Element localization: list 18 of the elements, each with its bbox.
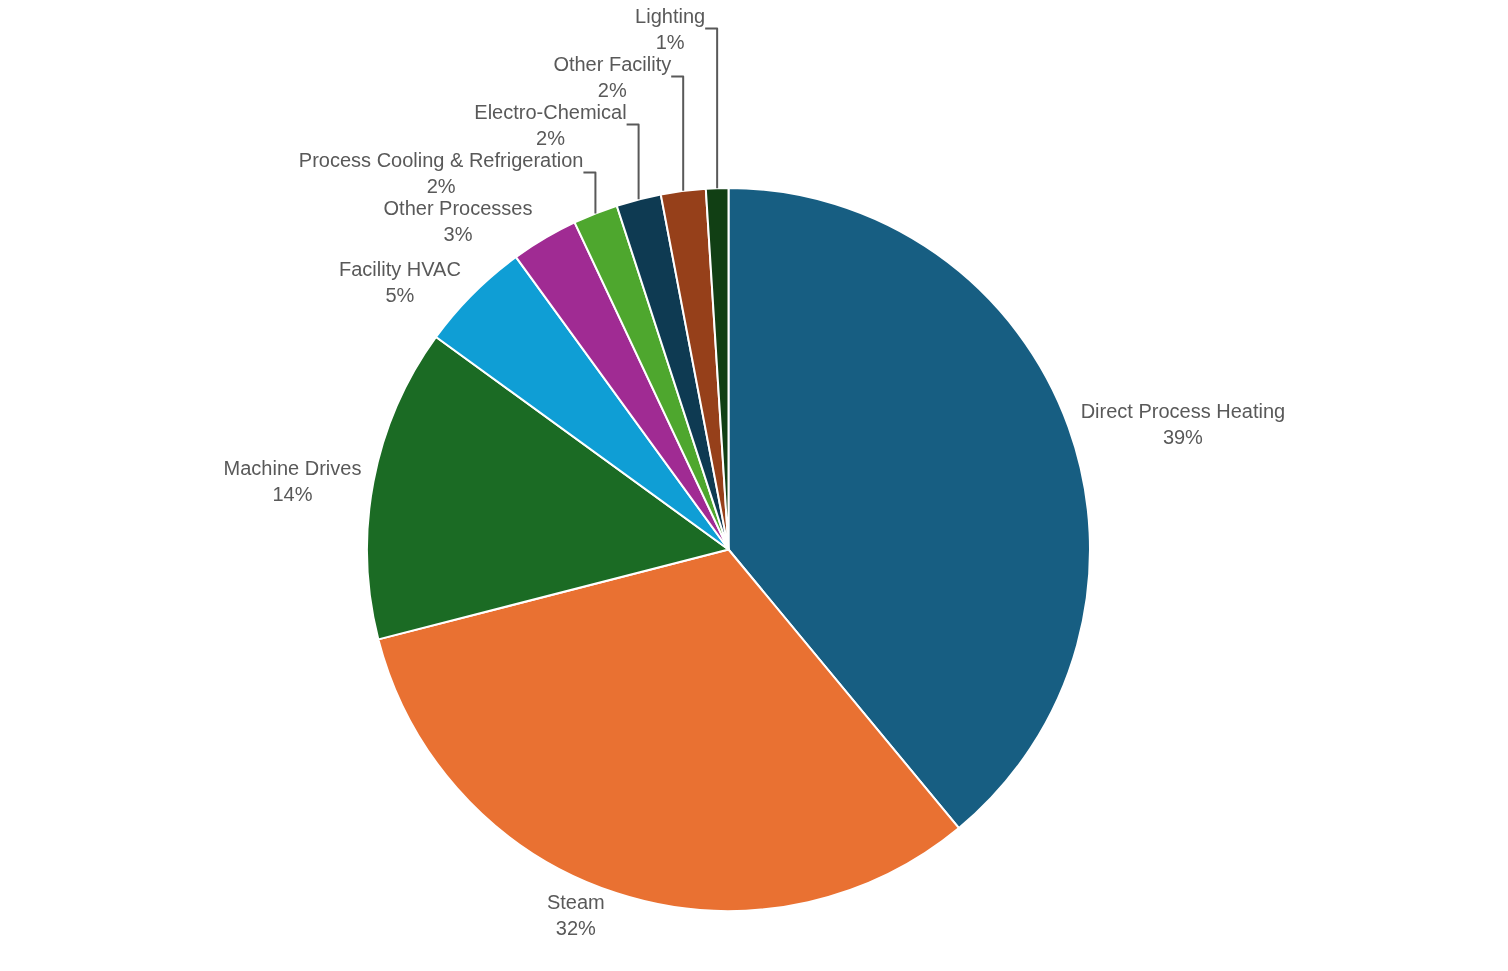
data-label: 1% [655, 30, 685, 53]
data-label: 32% [555, 917, 597, 940]
slice-label: Lighting [635, 4, 706, 27]
slice-label: Other Facility [553, 52, 672, 75]
slice-label: Steam [546, 891, 605, 914]
data-label: 2% [597, 78, 627, 101]
slice-label: Process Cooling & Refrigeration [298, 148, 584, 171]
data-label: 3% [443, 222, 473, 245]
slice-label: Direct Process Heating [1080, 400, 1286, 423]
slice-label: Other Processes [383, 196, 533, 219]
data-label: 39% [1162, 426, 1204, 449]
data-label: 2% [536, 126, 566, 149]
data-label: 5% [385, 283, 415, 306]
slice-label: Machine Drives [223, 456, 362, 479]
slice-label: Facility HVAC [339, 257, 461, 280]
slice-label: Electro-Chemical [474, 100, 627, 123]
data-label: 14% [272, 482, 313, 505]
data-label: 2% [426, 174, 456, 197]
